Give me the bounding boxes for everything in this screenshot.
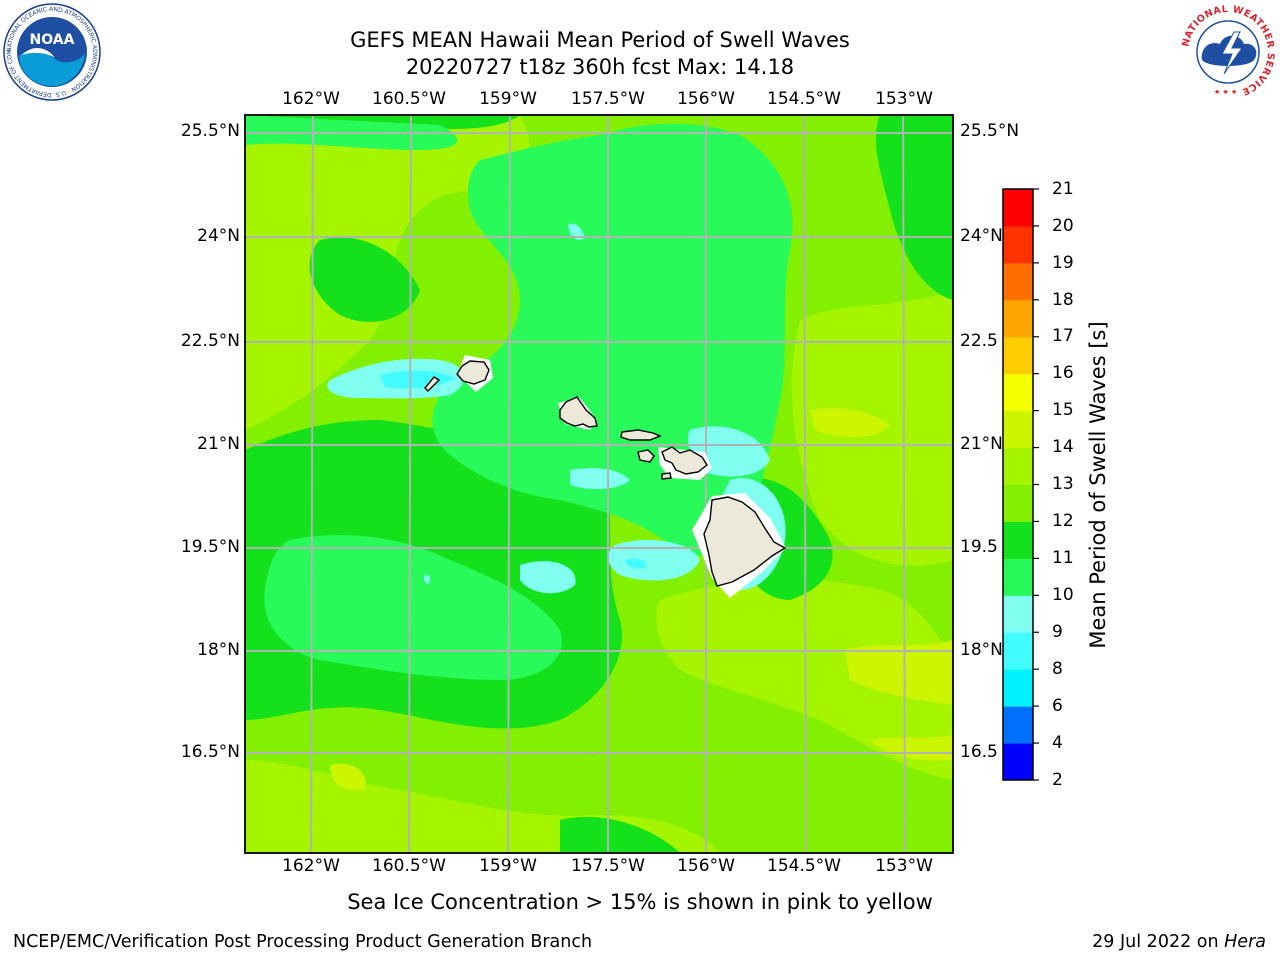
island-niihau <box>424 376 441 392</box>
colorbar-segment <box>1003 632 1033 670</box>
colorbar-tick-label: 16 <box>1052 363 1074 383</box>
island-kahoolawe <box>661 472 672 480</box>
lat-label-left: 21°N <box>197 434 240 454</box>
producer-credit: NCEP/EMC/Verification Post Processing Pr… <box>13 932 593 952</box>
lat-label-right: 25.5°N <box>960 121 1020 141</box>
colorbar-tick-label: 11 <box>1052 548 1074 568</box>
colorbar-tick-label: 20 <box>1052 216 1074 236</box>
colorbar-tick-label: 18 <box>1052 290 1074 310</box>
colorbar-tick-label: 19 <box>1052 253 1074 273</box>
colorbar-segment <box>1003 669 1033 707</box>
lat-label-left: 24°N <box>197 226 240 246</box>
lat-label-right: 21°N <box>960 434 1003 454</box>
lon-label-bottom: 160.5°W <box>372 856 446 876</box>
colorbar-tick-label: 14 <box>1052 437 1074 457</box>
colorbar-segment <box>1003 706 1033 744</box>
lon-label-top: 157.5°W <box>571 89 645 109</box>
colorbar-tick-label: 15 <box>1052 400 1074 420</box>
lat-label-right: 19.5 <box>960 537 998 557</box>
colorbar-segment <box>1003 484 1033 522</box>
colorbar-segment <box>1003 262 1033 301</box>
lon-label-bottom: 156°W <box>677 856 735 876</box>
forecast-info: 20220727 t18z 360h fcst Max: 14.18 <box>405 55 795 79</box>
colorbar-segment <box>1003 743 1033 781</box>
lat-label-right: 18°N <box>960 640 1003 660</box>
lon-label-top: 162°W <box>282 89 340 109</box>
generation-date: 29 Jul 2022 on Hera <box>1092 932 1266 952</box>
lon-label-bottom: 162°W <box>282 856 340 876</box>
colorbar-tick-label: 17 <box>1052 326 1074 346</box>
noaa-logo: NATIONAL OCEANIC AND ATMOSPHERIC ADMINIS… <box>2 2 101 101</box>
host-name: Hera <box>1224 932 1266 952</box>
sea-ice-note: Sea Ice Concentration > 15% is shown in … <box>347 890 933 914</box>
island-oahu <box>559 396 598 428</box>
colorbar-tick-label: 2 <box>1052 770 1063 790</box>
colorbar-tick-label: 8 <box>1052 659 1063 679</box>
lon-label-top: 154.5°W <box>767 89 841 109</box>
lon-label-bottom: 154.5°W <box>767 856 841 876</box>
lat-label-left: 22.5°N <box>180 331 240 351</box>
lat-label-left: 18°N <box>197 640 240 660</box>
gridlines <box>245 114 953 854</box>
colorbar-tick-label: 10 <box>1052 585 1074 605</box>
nws-logo: NATIONAL WEATHER SERVICE ★ ★ ★ <box>1180 4 1276 100</box>
colorbar-segment <box>1003 225 1033 264</box>
colorbar-tick-label: 9 <box>1052 622 1063 642</box>
coastlines <box>424 360 787 587</box>
lat-label-left: 25.5°N <box>180 121 240 141</box>
lon-label-bottom: 153°W <box>875 856 933 876</box>
lat-label-left: 19.5°N <box>180 537 240 557</box>
map-title: GEFS MEAN Hawaii Mean Period of Swell Wa… <box>350 28 850 52</box>
svg-text:★ ★ ★: ★ ★ ★ <box>1214 88 1237 96</box>
island-lanai <box>637 449 655 463</box>
colorbar-tick-label: 21 <box>1052 179 1074 199</box>
colorbar-tick-label: 4 <box>1052 733 1063 753</box>
lon-label-top: 159°W <box>479 89 537 109</box>
colorbar-tick-label: 13 <box>1052 474 1074 494</box>
island-hawaii <box>703 496 787 587</box>
island-maui <box>661 446 708 475</box>
lon-label-top: 156°W <box>677 89 735 109</box>
colorbar-segment <box>1003 299 1033 338</box>
colorbar-segment <box>1003 410 1033 449</box>
lon-label-bottom: 159°W <box>479 856 537 876</box>
island-kauai <box>456 360 490 385</box>
island-molokai <box>620 429 662 441</box>
colorbar <box>1003 188 1039 781</box>
date-text: 29 Jul 2022 on <box>1092 932 1225 952</box>
lat-label-left: 16.5°N <box>180 742 240 762</box>
colorbar-segment <box>1003 521 1033 559</box>
lon-label-top: 160.5°W <box>372 89 446 109</box>
colorbar-segment <box>1003 558 1033 596</box>
swell-period-field <box>245 115 953 853</box>
noaa-text: NOAA <box>30 32 75 48</box>
lon-label-top: 153°W <box>875 89 933 109</box>
colorbar-segment <box>1003 595 1033 633</box>
lat-label-right: 22.5 <box>960 331 998 351</box>
colorbar-segment <box>1003 447 1033 485</box>
colorbar-segment <box>1003 189 1033 227</box>
colorbar-tick-label: 12 <box>1052 511 1074 531</box>
colorbar-segment <box>1003 336 1033 375</box>
map-frame <box>244 114 954 854</box>
lat-label-right: 24°N <box>960 226 1003 246</box>
colorbar-tick-label: 6 <box>1052 696 1063 716</box>
lat-label-right: 16.5 <box>960 742 998 762</box>
colorbar-frame <box>1002 188 1034 781</box>
colorbar-segment <box>1003 373 1033 412</box>
colorbar-label: Mean Period of Swell Waves [s] <box>1086 321 1110 649</box>
lon-label-bottom: 157.5°W <box>571 856 645 876</box>
